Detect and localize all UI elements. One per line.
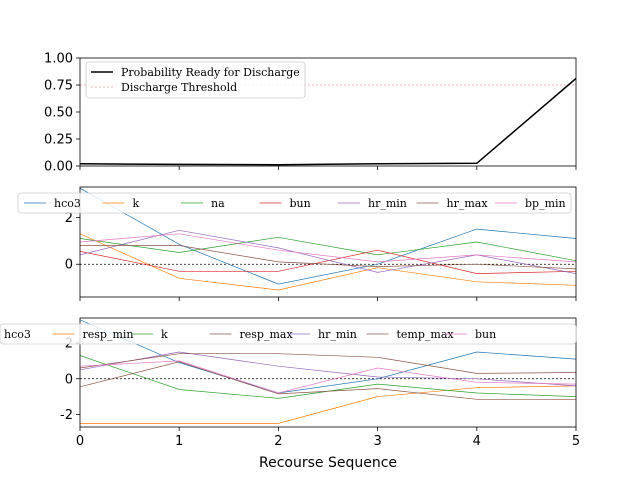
x-axis-label: Recourse Sequence: [259, 455, 397, 471]
series-line-hco3: [80, 319, 576, 394]
x-tick-label: 3: [373, 434, 381, 449]
series-line-temp_max: [80, 353, 576, 374]
axes-frame: [79, 317, 577, 428]
legend-label: bp_min: [525, 197, 566, 210]
subplot-2-plot-area: [80, 187, 576, 291]
legend-label: Probability Ready for Discharge: [121, 66, 300, 79]
legend-label: resp_min: [83, 328, 134, 341]
legend: hco3 k na bun hr_min hr_max bp_min: [17, 192, 572, 214]
y-tick-label: 2: [65, 211, 73, 226]
series-line-resp_max: [80, 361, 576, 400]
y-tick-label: 0: [65, 372, 73, 387]
legend-label: hr_min: [368, 197, 407, 210]
series-line-na: [80, 236, 576, 262]
x-tick-label: 0: [76, 434, 84, 449]
legend-label: na: [211, 197, 225, 210]
legend-label: k: [161, 328, 168, 341]
x-tick-label: 2: [274, 434, 282, 449]
x-tick-label: 4: [473, 434, 481, 449]
x-tick-label: 5: [572, 434, 580, 449]
y-tick-label: 0.75: [44, 79, 73, 94]
legend-label: Discharge Threshold: [121, 81, 237, 94]
series-line-hr_min: [80, 351, 576, 387]
legend: hco3 resp_min k resp_max hr_min temp_max bun: [0, 323, 577, 345]
legend-box: [17, 192, 572, 214]
series-line-hr_min: [80, 229, 576, 274]
y-tick-label: -2: [60, 408, 73, 423]
subplot-1-plot-area: [80, 77, 576, 166]
series-line-Probability Ready for Discharge: [80, 77, 576, 166]
legend: Probability Ready for Discharge Discharge…: [85, 61, 306, 99]
legend-box: [85, 61, 306, 99]
y-tick-label: 0.50: [44, 106, 73, 121]
legend-label: k: [133, 197, 140, 210]
legend-label: bun: [475, 328, 496, 341]
legend-label: temp_max: [397, 328, 455, 341]
y-tick-label: 0.25: [44, 133, 73, 148]
y-tick-label: 1.00: [44, 52, 73, 67]
subplot-3: -202012345Recourse Sequencehco3resp_mink…: [0, 317, 580, 471]
legend-label: hco3: [54, 197, 81, 210]
series-line-bun: [80, 360, 576, 394]
series-line-hr_max: [80, 245, 576, 270]
y-tick-label: 0: [65, 258, 73, 273]
legend-label: hco3: [4, 328, 31, 341]
subplot-3-plot-area: [80, 319, 576, 424]
legend-label: hr_max: [447, 197, 489, 210]
series-line-resp_min: [80, 385, 576, 424]
series-line-k: [80, 233, 576, 291]
axes-frame: [79, 186, 577, 298]
subplot-1: 0.00 0.25 0.50 0.75 1.00 Probability Ready fo…: [44, 52, 577, 175]
x-tick-label: 1: [175, 434, 183, 449]
y-tick-label: 0.00: [44, 160, 73, 175]
series-line-bp_min: [80, 233, 576, 263]
legend-label: resp_max: [240, 328, 294, 341]
series-line-bun: [80, 249, 576, 274]
legend-label: hr_min: [318, 328, 357, 341]
legend-label: bun: [290, 197, 311, 210]
